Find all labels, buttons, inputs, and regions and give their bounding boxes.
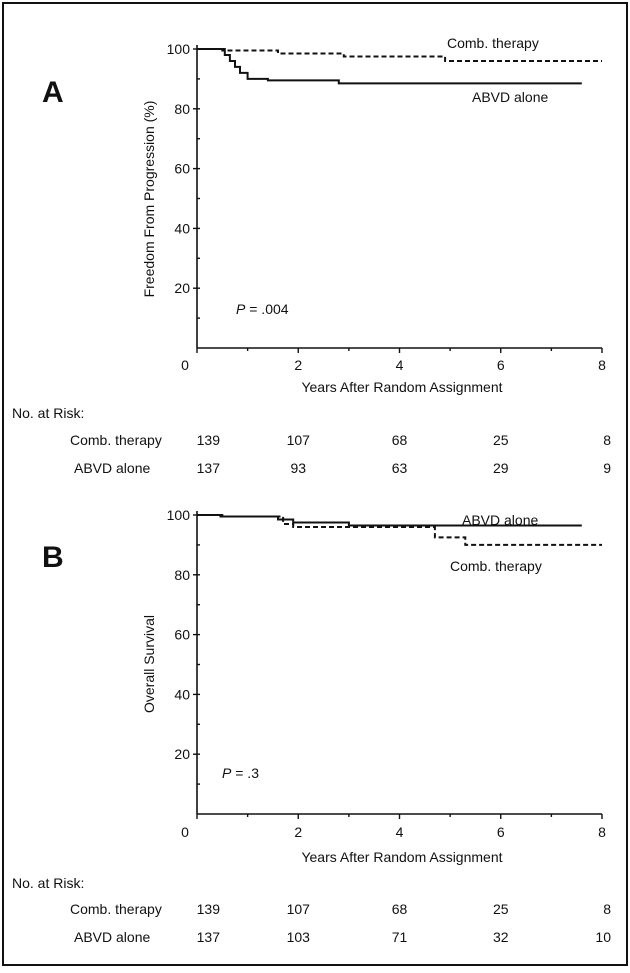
panel-b-risk-value: 103: [287, 929, 311, 945]
panel-b-risk-value: 139: [197, 901, 221, 917]
panel-b-label-abvd-alone: ABVD alone: [462, 512, 538, 528]
panel-a-risk-value: 29: [493, 460, 509, 476]
panel-b-risk-row-name: Comb. therapy: [70, 901, 162, 917]
panel-b-y-tick-label: 20: [174, 746, 190, 762]
panel-a-risk-value: 68: [392, 432, 408, 448]
panel-a-risk-value: 137: [197, 460, 221, 476]
panel-a-risk-value: 8: [603, 432, 611, 448]
panel-b-risk-value: 137: [197, 929, 221, 945]
panel-b-risk-value: 107: [287, 901, 311, 917]
km-figure: A Freedom From Progression (%) Years Aft…: [12, 35, 611, 945]
panel-b-risk-value: 8: [603, 901, 611, 917]
panel-a-label-abvd-alone: ABVD alone: [472, 89, 548, 105]
panel-b-x-tick-label: 2: [294, 824, 302, 840]
panel-a-x-tick-label: 6: [497, 357, 505, 373]
panel-b-risk-row-name: ABVD alone: [74, 929, 150, 945]
panel-a-y-tick-label: 100: [167, 41, 191, 57]
panel-a-y-tick-label: 40: [174, 220, 190, 236]
panel-a-risk-heading: No. at Risk:: [12, 405, 84, 421]
panel-a-risk-value: 107: [287, 432, 311, 448]
panel-a-y-tick-label: 80: [174, 101, 190, 117]
panel-a-risk-value: 139: [197, 432, 221, 448]
panel-b-p-value: P = .3: [222, 765, 259, 781]
panel-a-y-tick-label: 60: [174, 161, 190, 177]
panel-b-y-tick-label: 60: [174, 627, 190, 643]
panel-a-risk-row-name: Comb. therapy: [70, 432, 162, 448]
panel-a-y-tick-label: 20: [174, 280, 190, 296]
panel-a-risk-row-name: ABVD alone: [74, 460, 150, 476]
panel-b-risk-value: 25: [493, 901, 509, 917]
panel-b-y-tick-label: 100: [167, 507, 191, 523]
panel-b-x-tick-label: 8: [598, 824, 606, 840]
panel-b-risk-value: 71: [392, 929, 408, 945]
panel-b-risk-heading: No. at Risk:: [12, 875, 84, 891]
panel-a-risk-value: 63: [392, 460, 408, 476]
panel-b-y-tick-label: 80: [174, 567, 190, 583]
panel-a-label-comb-therapy: Comb. therapy: [447, 35, 539, 51]
panel-a-x-tick-label: 0: [181, 357, 189, 373]
panel-b-curve-comb-therapy: [197, 514, 602, 546]
panel-a-p-value: P = .004: [236, 301, 289, 317]
panel-a-curve-comb-therapy: [197, 48, 602, 62]
panel-b: B Overall Survival Years After Random As…: [12, 507, 611, 945]
panel-a: A Freedom From Progression (%) Years Aft…: [12, 35, 611, 476]
panel-a-curve-abvd-alone: [197, 48, 582, 85]
panel-b-risk-value: 68: [392, 901, 408, 917]
panel-b-label-comb-therapy: Comb. therapy: [450, 558, 542, 574]
panel-b-x-tick-label: 6: [497, 824, 505, 840]
panel-b-risk-value: 32: [493, 929, 509, 945]
panel-b-x-tick-label: 4: [396, 824, 404, 840]
panel-b-curve-abvd-alone: [197, 514, 582, 527]
panel-b-y-tick-label: 40: [174, 686, 190, 702]
panel-b-risk-value: 10: [595, 929, 611, 945]
panel-a-x-tick-label: 2: [294, 357, 302, 373]
panel-b-x-axis-label: Years After Random Assignment: [301, 849, 502, 865]
panel-b-y-axis-label: Overall Survival: [141, 615, 157, 713]
panel-b-x-tick-label: 0: [181, 824, 189, 840]
panel-a-risk-value: 93: [290, 460, 306, 476]
panel-a-risk-value: 9: [603, 460, 611, 476]
panel-a-y-axis-label: Freedom From Progression (%): [141, 101, 157, 298]
panel-a-x-axis-label: Years After Random Assignment: [301, 379, 502, 395]
panel-b-letter: B: [42, 541, 64, 574]
panel-a-letter: A: [42, 76, 64, 109]
panel-a-x-tick-label: 8: [598, 357, 606, 373]
panel-a-x-tick-label: 4: [396, 357, 404, 373]
panel-a-risk-value: 25: [493, 432, 509, 448]
